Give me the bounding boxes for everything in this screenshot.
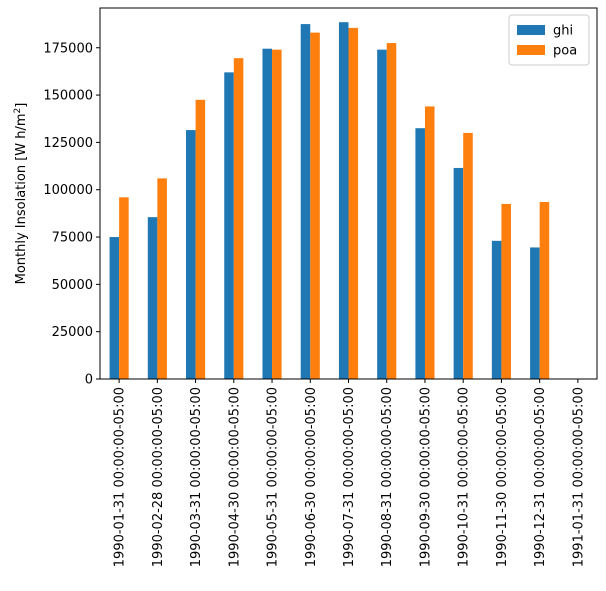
x-tick-label: 1991-01-31 00:00:00-05:00 — [571, 387, 586, 567]
bar-ghi-1 — [109, 237, 120, 379]
legend-label-ghi: ghi — [553, 24, 573, 39]
x-tick-label: 1990-07-31 00:00:00-05:00 — [342, 387, 357, 567]
bar-ghi-6 — [300, 24, 311, 379]
y-axis-label-main: Monthly Insolation [W h/m — [14, 113, 29, 284]
bar-poa-10 — [463, 132, 473, 379]
bars-group — [109, 22, 550, 380]
bar-poa-12 — [539, 202, 550, 379]
bar-poa-8 — [386, 43, 397, 380]
y-axis-label-sup: 2 — [13, 108, 23, 114]
bar-poa-9 — [424, 106, 435, 379]
legend-label-poa: poa — [553, 44, 577, 59]
bar-ghi-3 — [186, 130, 196, 379]
y-tick-label: 125000 — [43, 136, 93, 151]
bar-poa-2 — [157, 178, 167, 379]
legend-swatch-poa — [517, 45, 545, 55]
legend: ghi poa — [508, 14, 590, 66]
bar-poa-3 — [195, 99, 206, 379]
x-tick-label: 1990-02-28 00:00:00-05:00 — [151, 387, 166, 567]
y-axis: 0 25000 50000 75000 100000 125000 150000 175000 — [43, 41, 100, 388]
bar-ghi-4 — [224, 72, 234, 379]
bar-poa-5 — [272, 49, 282, 380]
y-axis-label-end: ] — [14, 103, 29, 108]
bar-ghi-5 — [262, 48, 273, 379]
x-tick-label: 1990-12-31 00:00:00-05:00 — [533, 387, 548, 567]
bar-ghi-2 — [147, 217, 158, 379]
bar-poa-1 — [119, 197, 129, 379]
x-tick-label: 1990-10-31 00:00:00-05:00 — [457, 387, 472, 567]
y-tick-label: 0 — [85, 373, 93, 388]
x-tick-label: 1990-05-31 00:00:00-05:00 — [266, 387, 281, 567]
x-tick-label: 1990-04-30 00:00:00-05:00 — [227, 387, 242, 567]
bar-ghi-9 — [415, 128, 425, 379]
bar-poa-11 — [501, 203, 511, 379]
x-tick-label: 1990-08-31 00:00:00-05:00 — [380, 387, 395, 567]
x-tick-label: 1990-01-31 00:00:00-05:00 — [113, 387, 128, 567]
bar-poa-4 — [233, 58, 244, 380]
bar-poa-7 — [348, 27, 359, 379]
bar-ghi-7 — [338, 22, 349, 379]
y-tick-label: 25000 — [52, 325, 93, 340]
bar-ghi-8 — [377, 49, 387, 380]
y-tick-label: 50000 — [52, 278, 93, 293]
bar-ghi-11 — [491, 240, 502, 379]
x-tick-label: 1990-11-30 00:00:00-05:00 — [495, 387, 510, 567]
bar-poa-6 — [310, 32, 320, 379]
y-tick-label: 75000 — [52, 231, 93, 246]
x-tick-label: 1990-06-30 00:00:00-05:00 — [304, 387, 319, 567]
y-axis-label: Monthly Insolation [W h/m2] — [13, 103, 29, 285]
bar-ghi-12 — [530, 247, 540, 379]
x-axis: 1990-01-31 00:00:00-05:00 1990-02-28 00:0… — [113, 379, 586, 567]
x-tick-label: 1990-03-31 00:00:00-05:00 — [189, 387, 204, 567]
plot-frame — [99, 7, 598, 380]
y-tick-label: 100000 — [43, 183, 93, 198]
y-tick-label: 175000 — [43, 41, 93, 56]
y-tick-label: 150000 — [43, 89, 93, 104]
legend-swatch-ghi — [517, 25, 545, 35]
bar-ghi-10 — [453, 167, 464, 379]
x-tick-label: 1990-09-30 00:00:00-05:00 — [418, 387, 433, 567]
